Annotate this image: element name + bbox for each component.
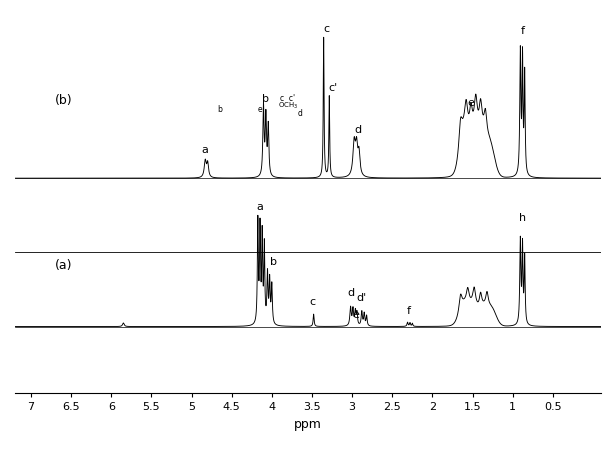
Text: b: b	[262, 94, 269, 104]
Text: e: e	[468, 98, 474, 108]
Text: c': c'	[329, 83, 338, 93]
Text: OCH$_3$: OCH$_3$	[278, 101, 298, 111]
Text: b: b	[270, 257, 277, 267]
Text: d': d'	[357, 293, 367, 303]
Text: e: e	[257, 105, 262, 114]
Text: e: e	[352, 310, 359, 320]
Text: c: c	[323, 24, 330, 34]
Text: f: f	[521, 26, 524, 36]
Text: d: d	[347, 288, 354, 298]
Text: (a): (a)	[55, 259, 73, 272]
Text: c: c	[309, 297, 315, 307]
Text: a: a	[202, 145, 209, 155]
Text: d: d	[354, 125, 361, 135]
Text: f: f	[407, 306, 411, 316]
Text: b: b	[217, 105, 222, 114]
Text: a: a	[256, 202, 264, 212]
Text: (b): (b)	[55, 94, 73, 107]
Text: d: d	[298, 108, 302, 117]
X-axis label: ppm: ppm	[294, 418, 322, 431]
Text: c  c': c c'	[280, 94, 296, 103]
Text: h: h	[519, 212, 526, 222]
